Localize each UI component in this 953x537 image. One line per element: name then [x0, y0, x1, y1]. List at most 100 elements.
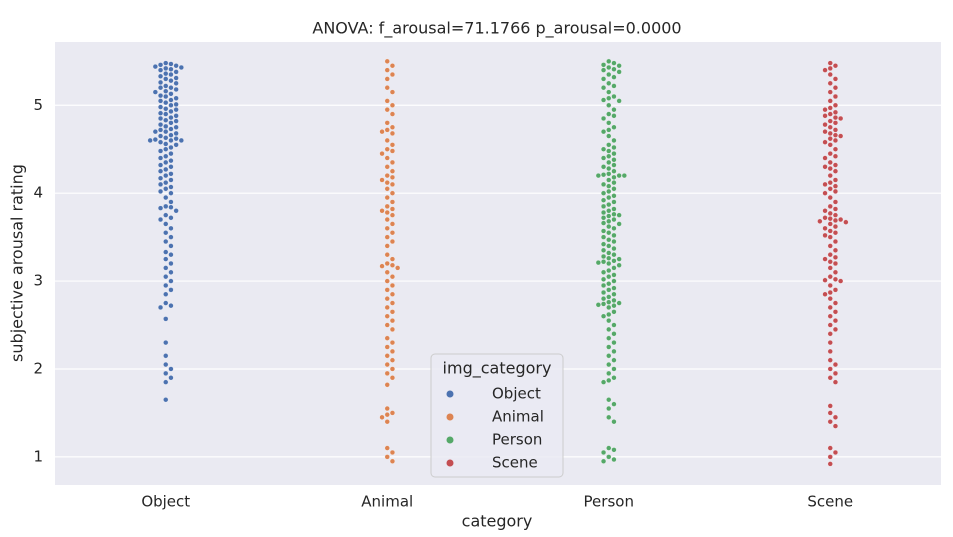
- swarm-point: [606, 335, 612, 341]
- swarm-point: [163, 129, 169, 135]
- swarm-point: [606, 326, 612, 332]
- swarm-point: [611, 272, 617, 278]
- swarm-point: [832, 188, 838, 194]
- swarm-point: [158, 304, 164, 310]
- swarm-point: [389, 230, 396, 236]
- swarm-point: [611, 265, 617, 271]
- swarm-point: [832, 63, 838, 69]
- swarm-point: [606, 353, 612, 359]
- swarm-point: [384, 98, 390, 104]
- swarm-point: [606, 287, 612, 293]
- swarm-point: [384, 180, 390, 186]
- swarm-point: [163, 249, 169, 255]
- swarm-point: [384, 419, 390, 425]
- swarm-point: [384, 278, 390, 284]
- swarm-point: [832, 168, 838, 174]
- swarm-point: [384, 269, 390, 275]
- swarm-point: [600, 97, 607, 103]
- swarm-point: [606, 299, 612, 305]
- swarm-point: [832, 449, 838, 456]
- swarm-point: [832, 76, 838, 82]
- swarm-point: [611, 186, 617, 192]
- swarm-point: [832, 269, 838, 275]
- swarm-point: [832, 120, 838, 126]
- swarm-point: [827, 243, 833, 249]
- swarm-point: [606, 311, 612, 318]
- swarm-point: [384, 195, 390, 201]
- swarm-point: [611, 180, 617, 186]
- swarm-point: [389, 221, 396, 227]
- swarm-point: [384, 335, 390, 341]
- swarm-point: [168, 184, 174, 190]
- swarm-point: [384, 362, 390, 368]
- x-tick-label: Person: [584, 493, 634, 511]
- swarm-point: [611, 348, 617, 354]
- swarm-point: [838, 115, 844, 122]
- swarm-point: [606, 237, 612, 243]
- swarm-point: [827, 130, 833, 136]
- swarm-point: [611, 137, 617, 143]
- swarm-point: [827, 111, 833, 117]
- swarm-point: [600, 247, 607, 253]
- swarm-point: [173, 107, 179, 113]
- swarm-point: [379, 414, 385, 420]
- swarm-point: [168, 102, 174, 108]
- swarm-point: [158, 67, 164, 73]
- swarm-point: [606, 111, 612, 117]
- swarm-point: [384, 137, 390, 143]
- swarm-point: [168, 199, 174, 205]
- swarm-point: [168, 126, 174, 132]
- swarm-point: [389, 159, 396, 165]
- swarm-point: [822, 277, 828, 283]
- swarm-point: [606, 243, 612, 249]
- swarm-point: [838, 217, 844, 223]
- swarm-point: [822, 232, 828, 238]
- swarm-point: [168, 303, 174, 309]
- swarm-point: [832, 230, 838, 236]
- swarm-point: [827, 322, 833, 328]
- swarm-point: [606, 166, 612, 172]
- swarm-point: [611, 217, 617, 223]
- swarm-point: [379, 151, 385, 157]
- swarm-point: [389, 309, 396, 315]
- swarm-point: [389, 256, 396, 262]
- swarm-point: [832, 247, 838, 253]
- swarm-point: [611, 258, 617, 264]
- swarm-point: [606, 213, 612, 219]
- swarm-point: [163, 221, 169, 227]
- swarm-point: [168, 151, 174, 157]
- swarm-point: [163, 141, 169, 147]
- swarm-point: [606, 362, 612, 368]
- swarm-point: [616, 63, 622, 69]
- swarm-point: [168, 158, 174, 164]
- swarm-point: [822, 291, 828, 297]
- swarm-point: [832, 199, 838, 205]
- swarm-point: [611, 93, 617, 100]
- y-tick-label: 2: [33, 359, 43, 377]
- swarm-point: [168, 66, 174, 72]
- swarm-point: [158, 139, 164, 145]
- swarm-point: [600, 164, 607, 170]
- swarm-point: [611, 297, 617, 303]
- swarm-point: [384, 322, 390, 328]
- swarm-point: [600, 181, 607, 187]
- swarm-point: [611, 151, 617, 157]
- swarm-point: [168, 120, 174, 126]
- swarm-point: [611, 238, 617, 245]
- swarm-point: [611, 168, 617, 174]
- swarm-point: [606, 377, 612, 383]
- swarm-point: [611, 193, 617, 199]
- swarm-point: [163, 282, 169, 289]
- legend-marker: [446, 436, 454, 444]
- swarm-point: [158, 205, 164, 211]
- swarm-point: [168, 171, 174, 177]
- swarm-point: [384, 454, 390, 460]
- swarm-point: [611, 322, 617, 328]
- swarm-point: [158, 73, 164, 79]
- swarm-point: [822, 107, 828, 113]
- swarm-point: [606, 281, 612, 287]
- swarm-point: [611, 124, 617, 130]
- swarm-point: [168, 269, 174, 275]
- swarm-point: [600, 228, 607, 234]
- swarm-point: [600, 146, 607, 152]
